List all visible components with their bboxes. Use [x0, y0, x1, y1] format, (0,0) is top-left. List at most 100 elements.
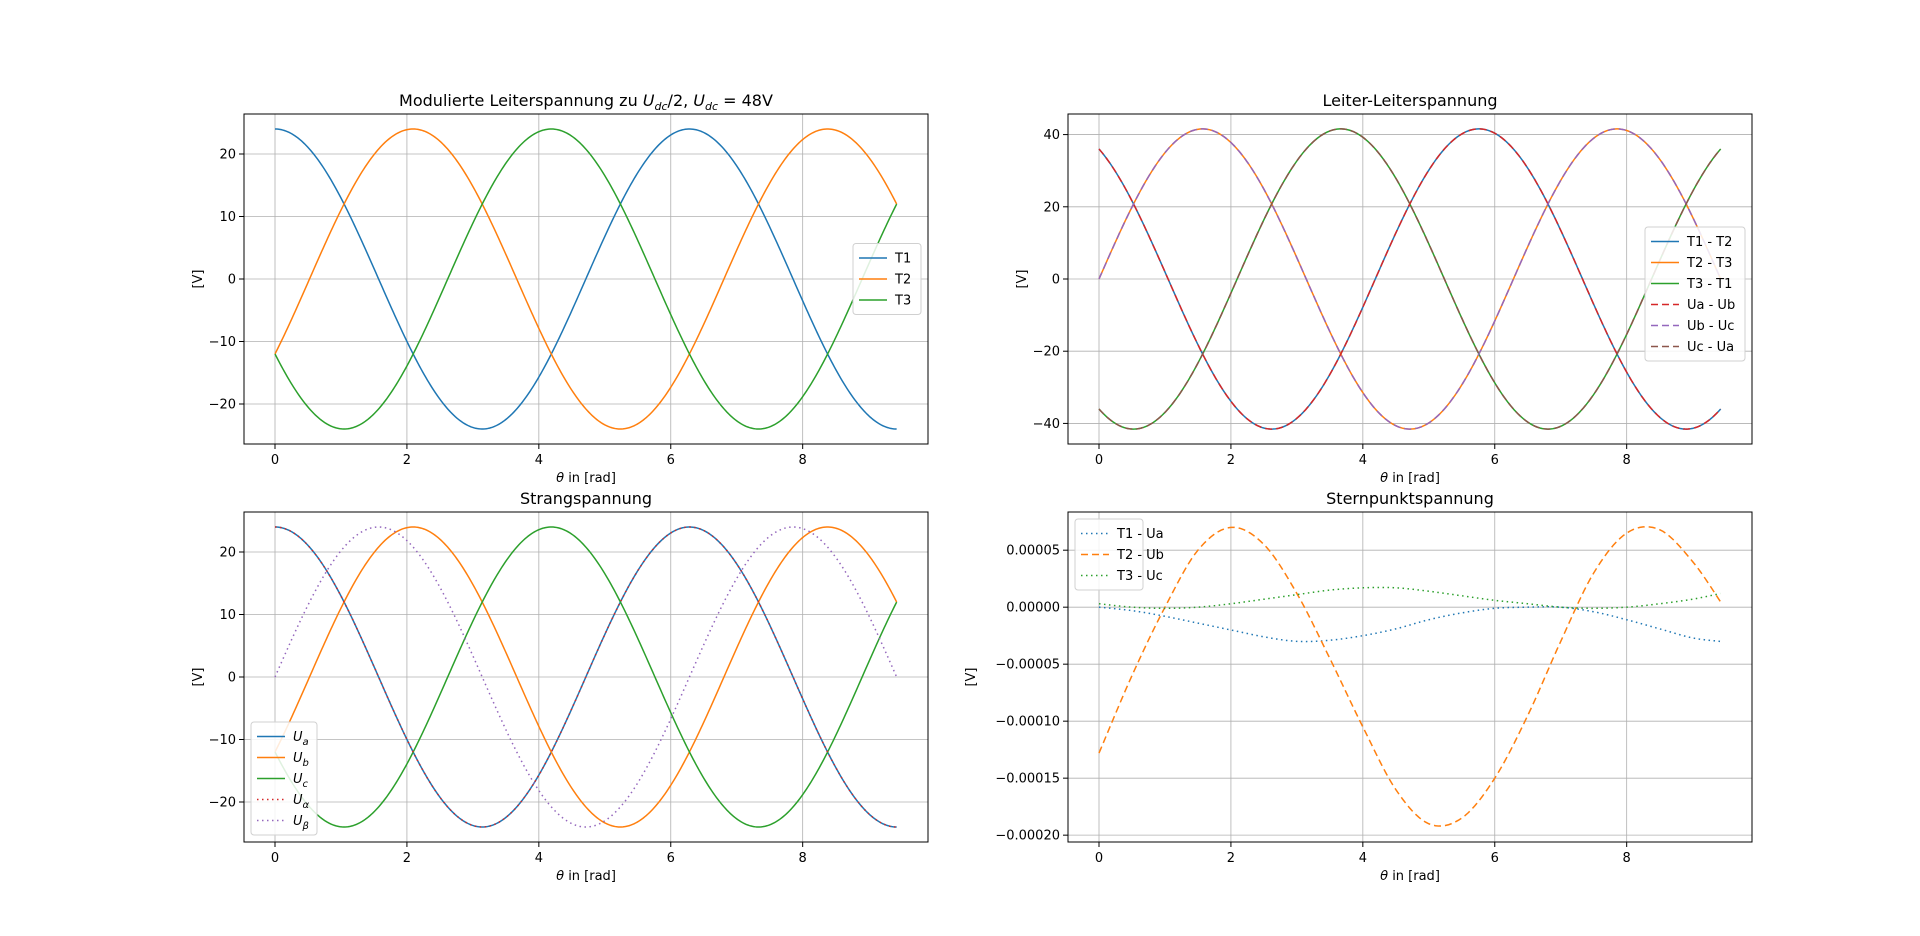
- legend: T1 - Ua T2 - Ub T3 - Uc: [1074, 518, 1164, 591]
- x-axis-label: θ in [rad]: [1380, 869, 1440, 884]
- series-line-0: [274, 128, 897, 430]
- y-tick-label: 0.00005: [1006, 544, 1060, 559]
- tick-marks: 0 2 4 6 8 −20 −10 0 10 20: [209, 148, 807, 469]
- legend-label: T3 - T1: [1686, 277, 1732, 292]
- x-tick-label: 0: [271, 851, 279, 866]
- x-tick-label: 8: [1623, 453, 1631, 468]
- series-line-2: [274, 128, 898, 430]
- chart-title-u2-sub: dc: [705, 100, 718, 113]
- y-tick-label: −0.00005: [995, 658, 1060, 673]
- chart-title-u1: U: [643, 91, 655, 110]
- legend-label: T3 - Uc: [1116, 569, 1163, 584]
- series-lines: [1098, 128, 1722, 430]
- x-axis-label-rest: in [rad]: [564, 471, 616, 486]
- series-lines: [274, 526, 898, 828]
- x-axis-label-theta: θ: [556, 869, 564, 884]
- x-tick-label: 2: [1227, 851, 1235, 866]
- x-tick-label: 8: [1623, 851, 1631, 866]
- grid-lines: [244, 114, 928, 444]
- series-line-4: [274, 526, 898, 828]
- legend-label: Uc - Ua: [1687, 340, 1734, 355]
- series-line-4: [1098, 128, 1722, 430]
- legend-label: T1 - Ua: [1116, 527, 1164, 542]
- y-tick-label: −40: [1033, 417, 1060, 432]
- x-tick-label: 6: [1491, 453, 1499, 468]
- y-axis-label: [V]: [964, 667, 979, 686]
- x-axis-label-rest: in [rad]: [1388, 471, 1440, 486]
- y-tick-label: 0: [228, 273, 236, 288]
- x-axis-label-rest: in [rad]: [1388, 869, 1440, 884]
- legend: Ua Ub Uc Uα Uβ: [250, 721, 318, 836]
- chart-title: Modulierte Leiterspannung zu Udc/2, Udc …: [399, 91, 773, 113]
- chart-title-pre: Modulierte Leiterspannung zu: [399, 91, 643, 110]
- y-tick-label: −0.00020: [995, 829, 1060, 844]
- x-tick-label: 0: [1095, 851, 1103, 866]
- x-tick-label: 8: [799, 453, 807, 468]
- x-tick-label: 0: [271, 453, 279, 468]
- subplot-leiter-leiterspannung: 0 2 4 6 8 −40 −20 0 20 40 Leiter-Leiterspannung θ…: [1015, 91, 1753, 486]
- y-tick-label: −0.00015: [995, 772, 1060, 787]
- y-tick-label: 10: [219, 210, 236, 225]
- y-tick-label: −20: [209, 796, 236, 811]
- y-tick-label: −0.00010: [995, 715, 1060, 730]
- y-tick-label: 20: [219, 148, 236, 163]
- axes-frame: [1067, 511, 1753, 843]
- x-tick-label: 4: [535, 453, 543, 468]
- chart-title-post: = 48V: [718, 91, 773, 110]
- chart-title: Sternpunktspannung: [1326, 489, 1494, 508]
- legend-label: T2 - T3: [1686, 256, 1732, 271]
- legend-label: Ub: [293, 751, 309, 769]
- x-tick-label: 8: [799, 851, 807, 866]
- legend: T1 T2 T3: [852, 243, 922, 315]
- x-axis-label: θ in [rad]: [1380, 471, 1440, 486]
- subplot-modulierte-leiterspannung: 0 2 4 6 8 −20 −10 0 10 20 Modulierte Leiterspannu…: [191, 91, 929, 486]
- x-axis-label: θ in [rad]: [556, 471, 616, 486]
- x-tick-label: 2: [403, 851, 411, 866]
- series-lines: [1098, 525, 1721, 827]
- y-tick-label: −20: [1033, 345, 1060, 360]
- grid-lines: [1068, 512, 1752, 842]
- legend-label: Uα: [293, 793, 310, 811]
- chart-title: Leiter-Leiterspannung: [1323, 91, 1498, 110]
- series-line-3: [274, 526, 897, 828]
- y-tick-label: −10: [209, 733, 236, 748]
- series-line-2: [274, 526, 898, 828]
- x-axis-label-theta: θ: [1380, 471, 1388, 486]
- x-tick-label: 2: [403, 453, 411, 468]
- chart-title-u1-sub: dc: [655, 100, 668, 113]
- x-axis-label-rest: in [rad]: [564, 869, 616, 884]
- legend-label: T2: [894, 273, 911, 288]
- legend-box: [1644, 226, 1746, 362]
- subplot-strangspannung: 0 2 4 6 8 −20 −10 0 10 20 Strangspannung θ in [ra…: [191, 489, 929, 884]
- legend-label: Uc: [293, 772, 309, 790]
- x-tick-label: 4: [535, 851, 543, 866]
- y-tick-label: 0.00000: [1006, 601, 1060, 616]
- y-tick-label: 0: [1052, 273, 1060, 288]
- y-tick-label: −20: [209, 398, 236, 413]
- x-axis-label-theta: θ: [556, 471, 564, 486]
- y-tick-label: −10: [209, 335, 236, 350]
- series-line-5: [1098, 128, 1722, 430]
- y-axis-label: [V]: [191, 269, 206, 288]
- x-tick-label: 6: [1491, 851, 1499, 866]
- chart-title-u2: U: [693, 91, 705, 110]
- tick-marks: 0 2 4 6 8 −20 −10 0 10 20: [209, 546, 807, 867]
- legend-label: T3: [894, 294, 911, 309]
- legend-label: T1: [894, 252, 911, 267]
- y-tick-label: 20: [219, 546, 236, 561]
- series-line-1: [1098, 525, 1721, 827]
- series-lines: [274, 128, 898, 430]
- legend-label: T2 - Ub: [1116, 548, 1164, 563]
- series-line-0: [1098, 606, 1721, 643]
- x-tick-label: 4: [1359, 453, 1367, 468]
- legend-label: T1 - T2: [1686, 235, 1732, 250]
- legend-label: Uβ: [293, 814, 310, 832]
- series-line-1: [274, 526, 898, 828]
- y-tick-label: 10: [219, 608, 236, 623]
- legend: T1 - T2 T2 - T3 T3 - T1 Ua - Ub Ub - Uc Uc - …: [1644, 226, 1746, 362]
- x-axis-label-theta: θ: [1380, 869, 1388, 884]
- x-tick-label: 6: [667, 851, 675, 866]
- x-axis-label: θ in [rad]: [556, 869, 616, 884]
